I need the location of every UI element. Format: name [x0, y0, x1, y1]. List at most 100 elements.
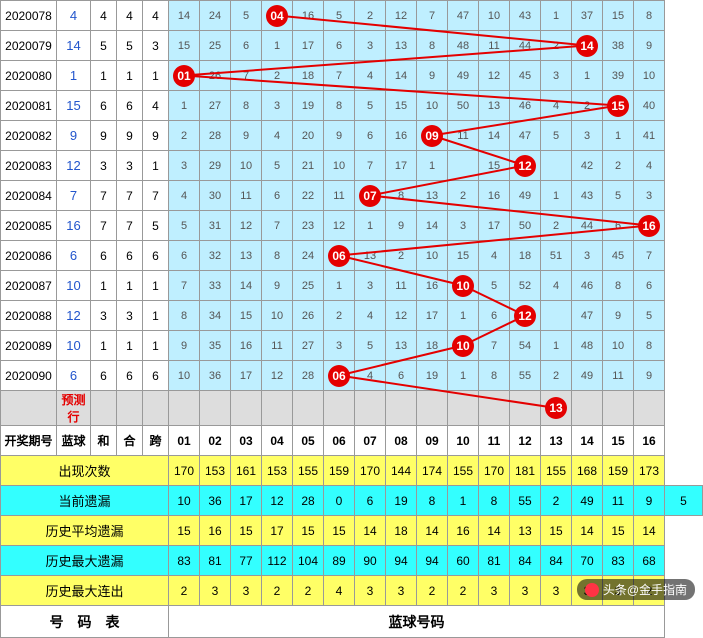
ball-hit: 12: [514, 155, 536, 177]
issue-cell: 2020089: [1, 331, 57, 361]
stat-value: 3: [231, 576, 262, 606]
grid-cell: 48: [448, 31, 479, 61]
stat-value: 3: [200, 576, 231, 606]
blue-value: 4: [57, 1, 91, 31]
grid-cell: 1: [572, 61, 603, 91]
grid-cell: 40: [634, 91, 665, 121]
kua-value: 1: [143, 61, 169, 91]
stat-value: 155: [448, 456, 479, 486]
hdr-grid-num: 05: [293, 426, 324, 456]
grid-cell: [603, 391, 634, 426]
he-value: 3: [91, 301, 117, 331]
grid-cell: 48: [572, 331, 603, 361]
grid-cell: 4: [355, 361, 386, 391]
grid-cell: [448, 151, 479, 181]
stat-value: 3: [355, 576, 386, 606]
kua-value: 9: [143, 121, 169, 151]
stat-value: 1: [448, 486, 479, 516]
grid-cell: 11: [324, 181, 355, 211]
grid-cell: 49: [572, 361, 603, 391]
grid-cell: 3: [634, 181, 665, 211]
issue-cell: 2020087: [1, 271, 57, 301]
stat-value: 144: [386, 456, 417, 486]
grid-cell: 5: [231, 1, 262, 31]
ball-hit: 07: [359, 185, 381, 207]
ball-hit: 01: [173, 65, 195, 87]
stat-value: 2: [293, 576, 324, 606]
ball-hit: 09: [421, 125, 443, 147]
he-value: 5: [91, 31, 117, 61]
grid-cell: 09: [417, 121, 448, 151]
grid-cell: 11: [386, 271, 417, 301]
stat-value: 55: [510, 486, 541, 516]
stat-value: 170: [169, 456, 200, 486]
stat-value: 155: [541, 456, 572, 486]
grid-cell: 47: [510, 121, 541, 151]
hdr-grid-num: 11: [479, 426, 510, 456]
grid-cell: 5: [541, 121, 572, 151]
stat-value: 155: [293, 456, 324, 486]
stat-value: 15: [293, 516, 324, 546]
grid-cell: 8: [417, 31, 448, 61]
grid-cell: 49: [510, 181, 541, 211]
grid-cell: 4: [541, 271, 572, 301]
stat-value: 4: [324, 576, 355, 606]
stat-value: 28: [293, 486, 324, 516]
ge-value: 6: [117, 91, 143, 121]
grid-cell: 6: [169, 241, 200, 271]
grid-cell: 46: [572, 271, 603, 301]
grid-cell: 7: [324, 61, 355, 91]
kua-value: 1: [143, 271, 169, 301]
grid-cell: 50: [448, 91, 479, 121]
grid-cell: 16: [386, 121, 417, 151]
he-value: 6: [91, 91, 117, 121]
forecast-row: 预测行13: [1, 391, 703, 426]
issue-cell: 2020080: [1, 61, 57, 91]
grid-cell: 6: [479, 301, 510, 331]
stat-value: 14: [417, 516, 448, 546]
grid-cell: 12: [324, 211, 355, 241]
grid-cell: 10: [603, 331, 634, 361]
blue-value: 1: [57, 61, 91, 91]
grid-cell: 14: [386, 61, 417, 91]
hdr-blue: 蓝球: [57, 426, 91, 456]
grid-cell: 1: [169, 91, 200, 121]
grid-cell: 3: [324, 331, 355, 361]
hdr-grid-num: 06: [324, 426, 355, 456]
ball-hit: 15: [607, 95, 629, 117]
he-value: 3: [91, 151, 117, 181]
stat-value: 2: [262, 576, 293, 606]
grid-cell: 9: [262, 271, 293, 301]
hdr-grid-num: 04: [262, 426, 293, 456]
grid-cell: 6: [386, 361, 417, 391]
blue-value: 15: [57, 91, 91, 121]
grid-cell: 44: [510, 31, 541, 61]
grid-cell: 45: [603, 241, 634, 271]
ge-value: 6: [117, 361, 143, 391]
data-row: 2020078444414245041652127471043137158: [1, 1, 703, 31]
hdr-grid-num: 03: [231, 426, 262, 456]
grid-cell: 32: [200, 241, 231, 271]
he-value: 1: [91, 61, 117, 91]
grid-cell: [262, 391, 293, 426]
grid-cell: 39: [603, 61, 634, 91]
stat-value: 81: [200, 546, 231, 576]
grid-cell: 13: [541, 391, 572, 426]
grid-cell: 7: [417, 1, 448, 31]
hdr-he: 和: [91, 426, 117, 456]
blue-value: 10: [57, 331, 91, 361]
he-value: 1: [91, 331, 117, 361]
grid-cell: 4: [634, 151, 665, 181]
hdr-grid-num: 12: [510, 426, 541, 456]
grid-cell: 13: [231, 241, 262, 271]
grid-cell: 1: [541, 331, 572, 361]
stat-value: 170: [355, 456, 386, 486]
ge-value: 1: [117, 271, 143, 301]
grid-cell: 19: [293, 91, 324, 121]
grid-cell: 43: [510, 1, 541, 31]
he-value: 6: [91, 241, 117, 271]
grid-cell: 3: [169, 151, 200, 181]
grid-cell: 27: [200, 91, 231, 121]
grid-cell: 2: [448, 181, 479, 211]
stat-value: 68: [634, 546, 665, 576]
